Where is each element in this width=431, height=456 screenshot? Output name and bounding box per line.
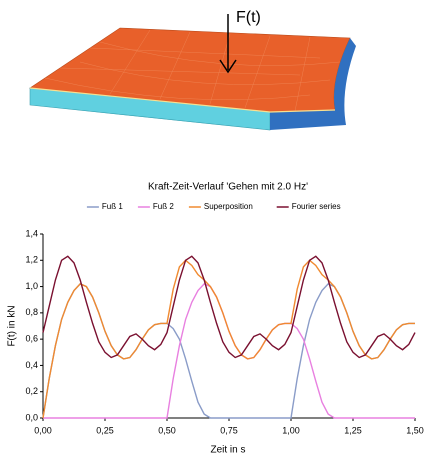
chart-title: Kraft-Zeit-Verlauf 'Gehen mit 2.0 Hz' — [148, 182, 308, 193]
y-tick-label: 0,4 — [25, 360, 38, 370]
series-line — [43, 260, 415, 418]
y-tick-label: 0,6 — [25, 334, 38, 344]
y-tick-label: 0,2 — [25, 386, 38, 396]
legend-label: Fuß 1 — [102, 202, 123, 211]
y-axis-title: F(t) in kN — [7, 305, 18, 346]
x-tick-label: 0,25 — [96, 425, 114, 435]
y-tick-label: 1,0 — [25, 281, 38, 291]
y-tick-label: 1,4 — [25, 228, 38, 238]
legend-label: Superposition — [204, 202, 253, 211]
x-tick-label: 0,50 — [158, 425, 176, 435]
plate-illustration: F(t) — [30, 9, 356, 130]
series-line — [43, 256, 415, 357]
legend-label: Fourier series — [292, 202, 341, 211]
x-tick-label: 1,50 — [406, 425, 424, 435]
y-tick-label: 0,8 — [25, 307, 38, 317]
y-tick-label: 0,0 — [25, 412, 38, 422]
force-label: F(t) — [236, 9, 261, 26]
x-axis-title: Zeit in s — [210, 445, 245, 456]
figure: F(t) Kraft-Zeit-Verlauf 'Gehen mit 2.0 H… — [0, 0, 431, 456]
x-tick-label: 1,00 — [282, 425, 300, 435]
legend-label: Fuß 2 — [153, 202, 174, 211]
x-tick-label: 0,00 — [34, 425, 52, 435]
x-tick-label: 0,75 — [220, 425, 238, 435]
y-tick-label: 1,2 — [25, 255, 38, 265]
x-tick-label: 1,25 — [344, 425, 362, 435]
